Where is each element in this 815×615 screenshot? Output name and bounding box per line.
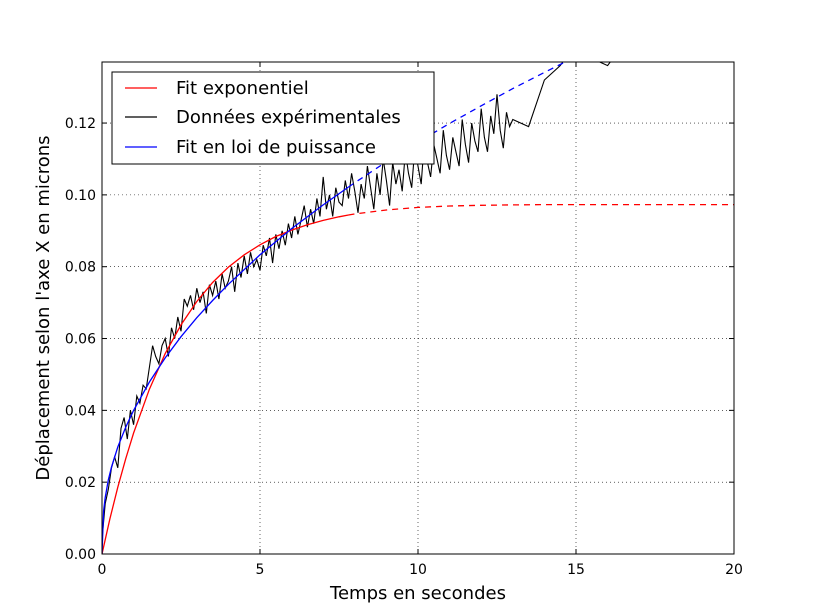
- y-tick-label: 0.10: [65, 188, 96, 204]
- legend-label-experimental-data: Données expérimentales: [176, 107, 401, 128]
- series-line-experimental-data: [102, 62, 611, 540]
- legend-label-exponential-fit: Fit exponentiel: [176, 78, 309, 99]
- series-line-exponential-fit: [102, 214, 349, 554]
- x-tick-label: 20: [725, 562, 743, 578]
- y-tick-label: 0.12: [65, 116, 96, 132]
- ticks: 0 5 10 15 20 0.00 0.02 0.04 0.06 0.08 0.10 0.12: [65, 62, 743, 578]
- legend-box: [111, 71, 435, 165]
- y-tick-label: 0.08: [65, 260, 96, 276]
- y-tick-label: 0.00: [65, 547, 96, 563]
- legend-label-power-law-fit: Fit en loi de puissance: [176, 137, 376, 158]
- series-line-power-law-fit: [102, 186, 349, 554]
- x-axis-label: Temps en secondes: [329, 583, 506, 604]
- x-tick-label: 5: [256, 562, 265, 578]
- x-tick-label: 15: [567, 562, 585, 578]
- series-line-exponential-fit-extrapolated: [348, 203, 734, 216]
- legend: Fit exponentiel Données expérimentales F…: [111, 71, 435, 165]
- series-layer: [102, 62, 734, 554]
- y-tick-label: 0.04: [65, 403, 96, 419]
- x-tick-label: 10: [409, 562, 427, 578]
- y-tick-label: 0.02: [65, 475, 96, 491]
- x-tick-label: 0: [98, 562, 107, 578]
- y-tick-label: 0.06: [65, 332, 96, 348]
- y-axis-label: Déplacement selon l'axe X en microns: [33, 135, 54, 480]
